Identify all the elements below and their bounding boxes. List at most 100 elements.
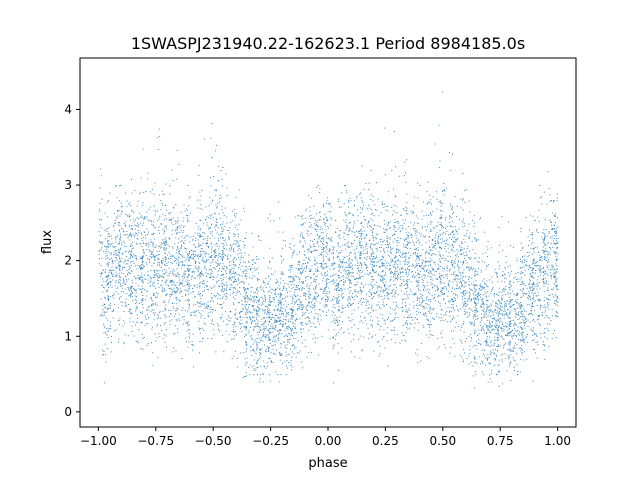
data-point (329, 203, 331, 204)
data-point (105, 251, 107, 253)
data-point (337, 266, 339, 268)
data-point (205, 253, 207, 255)
data-point (324, 288, 326, 290)
data-point (206, 216, 208, 218)
data-point (108, 234, 110, 236)
data-point (407, 287, 409, 288)
data-point (398, 242, 400, 244)
data-point (305, 270, 307, 272)
data-point (360, 238, 362, 240)
data-point (148, 220, 150, 222)
data-point (372, 228, 374, 230)
data-point (224, 207, 226, 209)
data-point (255, 262, 256, 264)
data-point (397, 237, 399, 239)
data-point (408, 258, 410, 259)
data-point (400, 256, 402, 258)
data-point (138, 288, 140, 290)
data-point (279, 301, 281, 303)
data-point (264, 297, 266, 299)
data-point (260, 304, 262, 306)
data-point (123, 240, 125, 242)
data-point (371, 253, 373, 255)
data-point (194, 265, 196, 267)
data-point (317, 241, 319, 242)
data-point (221, 258, 223, 259)
data-point (222, 273, 224, 275)
data-point (260, 365, 262, 367)
data-point (225, 295, 227, 297)
data-point (267, 337, 269, 339)
data-point (371, 278, 373, 280)
data-point (269, 380, 271, 382)
data-point (226, 289, 227, 291)
data-point (294, 216, 296, 218)
data-point (305, 217, 307, 219)
data-point (150, 253, 152, 255)
data-point (345, 214, 346, 216)
data-point (299, 268, 300, 270)
data-point (162, 260, 164, 262)
data-point (130, 252, 132, 254)
data-point (180, 254, 181, 256)
data-point (210, 306, 212, 308)
data-point (300, 322, 302, 324)
data-point (256, 256, 258, 258)
data-point (364, 252, 366, 254)
data-point (309, 297, 311, 299)
data-point (396, 245, 398, 247)
data-point (267, 282, 269, 284)
data-point (291, 328, 293, 330)
data-point (305, 296, 306, 298)
data-point (234, 286, 236, 288)
data-point (396, 248, 397, 250)
data-point (272, 327, 274, 329)
data-point (231, 210, 233, 212)
data-point (230, 255, 232, 257)
data-point (105, 255, 107, 257)
data-point (316, 250, 318, 251)
data-point (235, 278, 236, 280)
data-point (168, 267, 170, 269)
data-point (324, 250, 326, 252)
data-point (276, 279, 277, 281)
data-point (417, 250, 419, 252)
data-point (205, 219, 207, 220)
data-point (276, 321, 278, 323)
data-point (135, 308, 137, 310)
data-point (262, 302, 264, 304)
data-point (339, 316, 341, 318)
data-point (153, 205, 155, 207)
data-point (121, 210, 123, 212)
data-point (389, 226, 391, 228)
data-point (224, 289, 225, 291)
data-point (144, 299, 146, 301)
data-point (257, 310, 259, 312)
data-point (145, 245, 147, 247)
data-point (260, 352, 262, 354)
data-point (187, 209, 189, 211)
data-point (309, 305, 311, 307)
data-point (111, 311, 113, 312)
data-point (207, 273, 209, 275)
data-point (399, 285, 401, 287)
data-point (245, 237, 247, 239)
data-point (355, 247, 357, 249)
data-point (221, 227, 223, 229)
data-point (222, 230, 224, 232)
data-point (354, 284, 356, 286)
data-point (234, 322, 236, 324)
data-point (200, 305, 202, 307)
data-point (175, 258, 177, 259)
data-point (402, 271, 403, 273)
data-point (351, 282, 353, 284)
data-point (292, 238, 294, 239)
data-point (281, 272, 283, 274)
data-point (416, 310, 418, 312)
data-point (125, 263, 127, 265)
data-point (118, 258, 120, 260)
data-point (229, 277, 231, 279)
data-point (108, 275, 110, 277)
data-point (388, 317, 389, 319)
data-point (268, 283, 270, 285)
